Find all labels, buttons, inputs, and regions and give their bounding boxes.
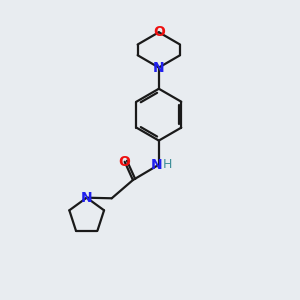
Text: N: N (151, 158, 163, 172)
Text: O: O (119, 155, 130, 169)
Text: N: N (153, 61, 165, 75)
Text: N: N (81, 191, 92, 205)
Text: O: O (153, 25, 165, 39)
Text: H: H (163, 158, 172, 171)
